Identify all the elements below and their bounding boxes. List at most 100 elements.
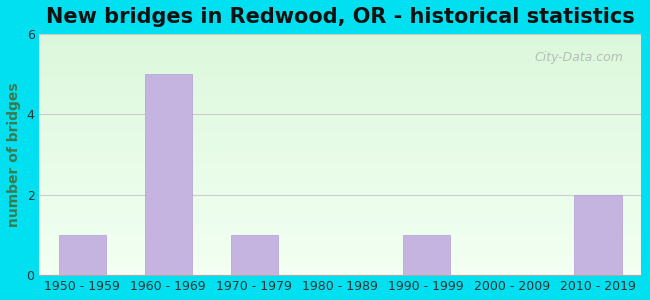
Bar	[40, 187, 641, 188]
Bar	[40, 108, 641, 110]
Bar	[40, 63, 641, 64]
Bar	[40, 254, 641, 256]
Bar	[40, 163, 641, 164]
Bar	[40, 103, 641, 105]
Bar	[40, 203, 641, 205]
Bar	[575, 195, 622, 275]
Bar	[40, 81, 641, 82]
Bar	[40, 154, 641, 156]
Bar	[40, 50, 641, 52]
Bar	[40, 240, 641, 242]
Y-axis label: number of bridges: number of bridges	[7, 82, 21, 227]
Bar	[40, 225, 641, 227]
Bar	[40, 153, 641, 154]
Bar	[40, 150, 641, 152]
Bar	[40, 55, 641, 57]
Bar	[40, 102, 641, 103]
Bar	[40, 148, 641, 150]
Bar	[40, 159, 641, 161]
Bar	[40, 232, 641, 233]
Bar	[40, 172, 641, 174]
Bar	[145, 74, 192, 275]
Bar	[40, 34, 641, 36]
Bar	[40, 227, 641, 229]
Bar	[40, 92, 641, 94]
Bar	[40, 243, 641, 245]
Bar	[40, 94, 641, 95]
Bar	[40, 100, 641, 102]
Bar	[40, 193, 641, 195]
Bar	[40, 217, 641, 219]
Bar	[40, 233, 641, 235]
Bar	[40, 180, 641, 182]
Bar	[40, 266, 641, 267]
Bar	[40, 122, 641, 124]
Bar	[40, 68, 641, 69]
Bar	[40, 264, 641, 266]
Bar	[40, 121, 641, 122]
Bar	[40, 216, 641, 217]
Bar	[40, 212, 641, 214]
Bar	[40, 118, 641, 119]
Bar	[40, 166, 641, 167]
Bar	[40, 169, 641, 171]
Title: New bridges in Redwood, OR - historical statistics: New bridges in Redwood, OR - historical …	[46, 7, 634, 27]
Bar	[40, 36, 641, 37]
Bar	[40, 267, 641, 269]
Bar	[40, 250, 641, 251]
Bar	[40, 74, 641, 76]
Bar	[40, 49, 641, 50]
Bar	[40, 248, 641, 250]
Bar	[40, 274, 641, 275]
Bar	[402, 235, 450, 275]
Text: City-Data.com: City-Data.com	[534, 51, 623, 64]
Bar	[40, 246, 641, 248]
Bar	[40, 84, 641, 86]
Bar	[40, 230, 641, 232]
Bar	[40, 196, 641, 198]
Bar	[40, 69, 641, 71]
Bar	[40, 235, 641, 237]
Bar	[40, 211, 641, 212]
Bar	[40, 237, 641, 238]
Bar	[40, 200, 641, 201]
Bar	[40, 106, 641, 108]
Bar	[40, 76, 641, 77]
Bar	[40, 45, 641, 47]
Bar	[40, 259, 641, 261]
Bar	[40, 87, 641, 89]
Bar	[40, 114, 641, 116]
Bar	[40, 44, 641, 45]
Bar	[40, 40, 641, 42]
Bar	[40, 60, 641, 61]
Bar	[40, 171, 641, 172]
Bar	[40, 95, 641, 97]
Bar	[40, 188, 641, 190]
Bar	[40, 156, 641, 158]
Bar	[40, 124, 641, 126]
Bar	[40, 105, 641, 106]
Bar	[40, 257, 641, 259]
Bar	[40, 79, 641, 81]
Bar	[40, 57, 641, 58]
Bar	[40, 37, 641, 39]
Bar	[40, 66, 641, 68]
Bar	[40, 179, 641, 180]
Bar	[40, 143, 641, 145]
Bar	[40, 158, 641, 159]
Bar	[40, 167, 641, 169]
Bar	[40, 219, 641, 220]
Bar	[40, 82, 641, 84]
Bar	[40, 110, 641, 111]
Bar	[40, 251, 641, 253]
Bar	[40, 90, 641, 92]
Bar	[40, 192, 641, 193]
Bar	[40, 89, 641, 90]
Bar	[40, 129, 641, 130]
Bar	[40, 111, 641, 113]
Bar	[40, 119, 641, 121]
Bar	[40, 198, 641, 200]
Bar	[40, 201, 641, 203]
Bar	[40, 262, 641, 264]
Bar	[40, 222, 641, 224]
